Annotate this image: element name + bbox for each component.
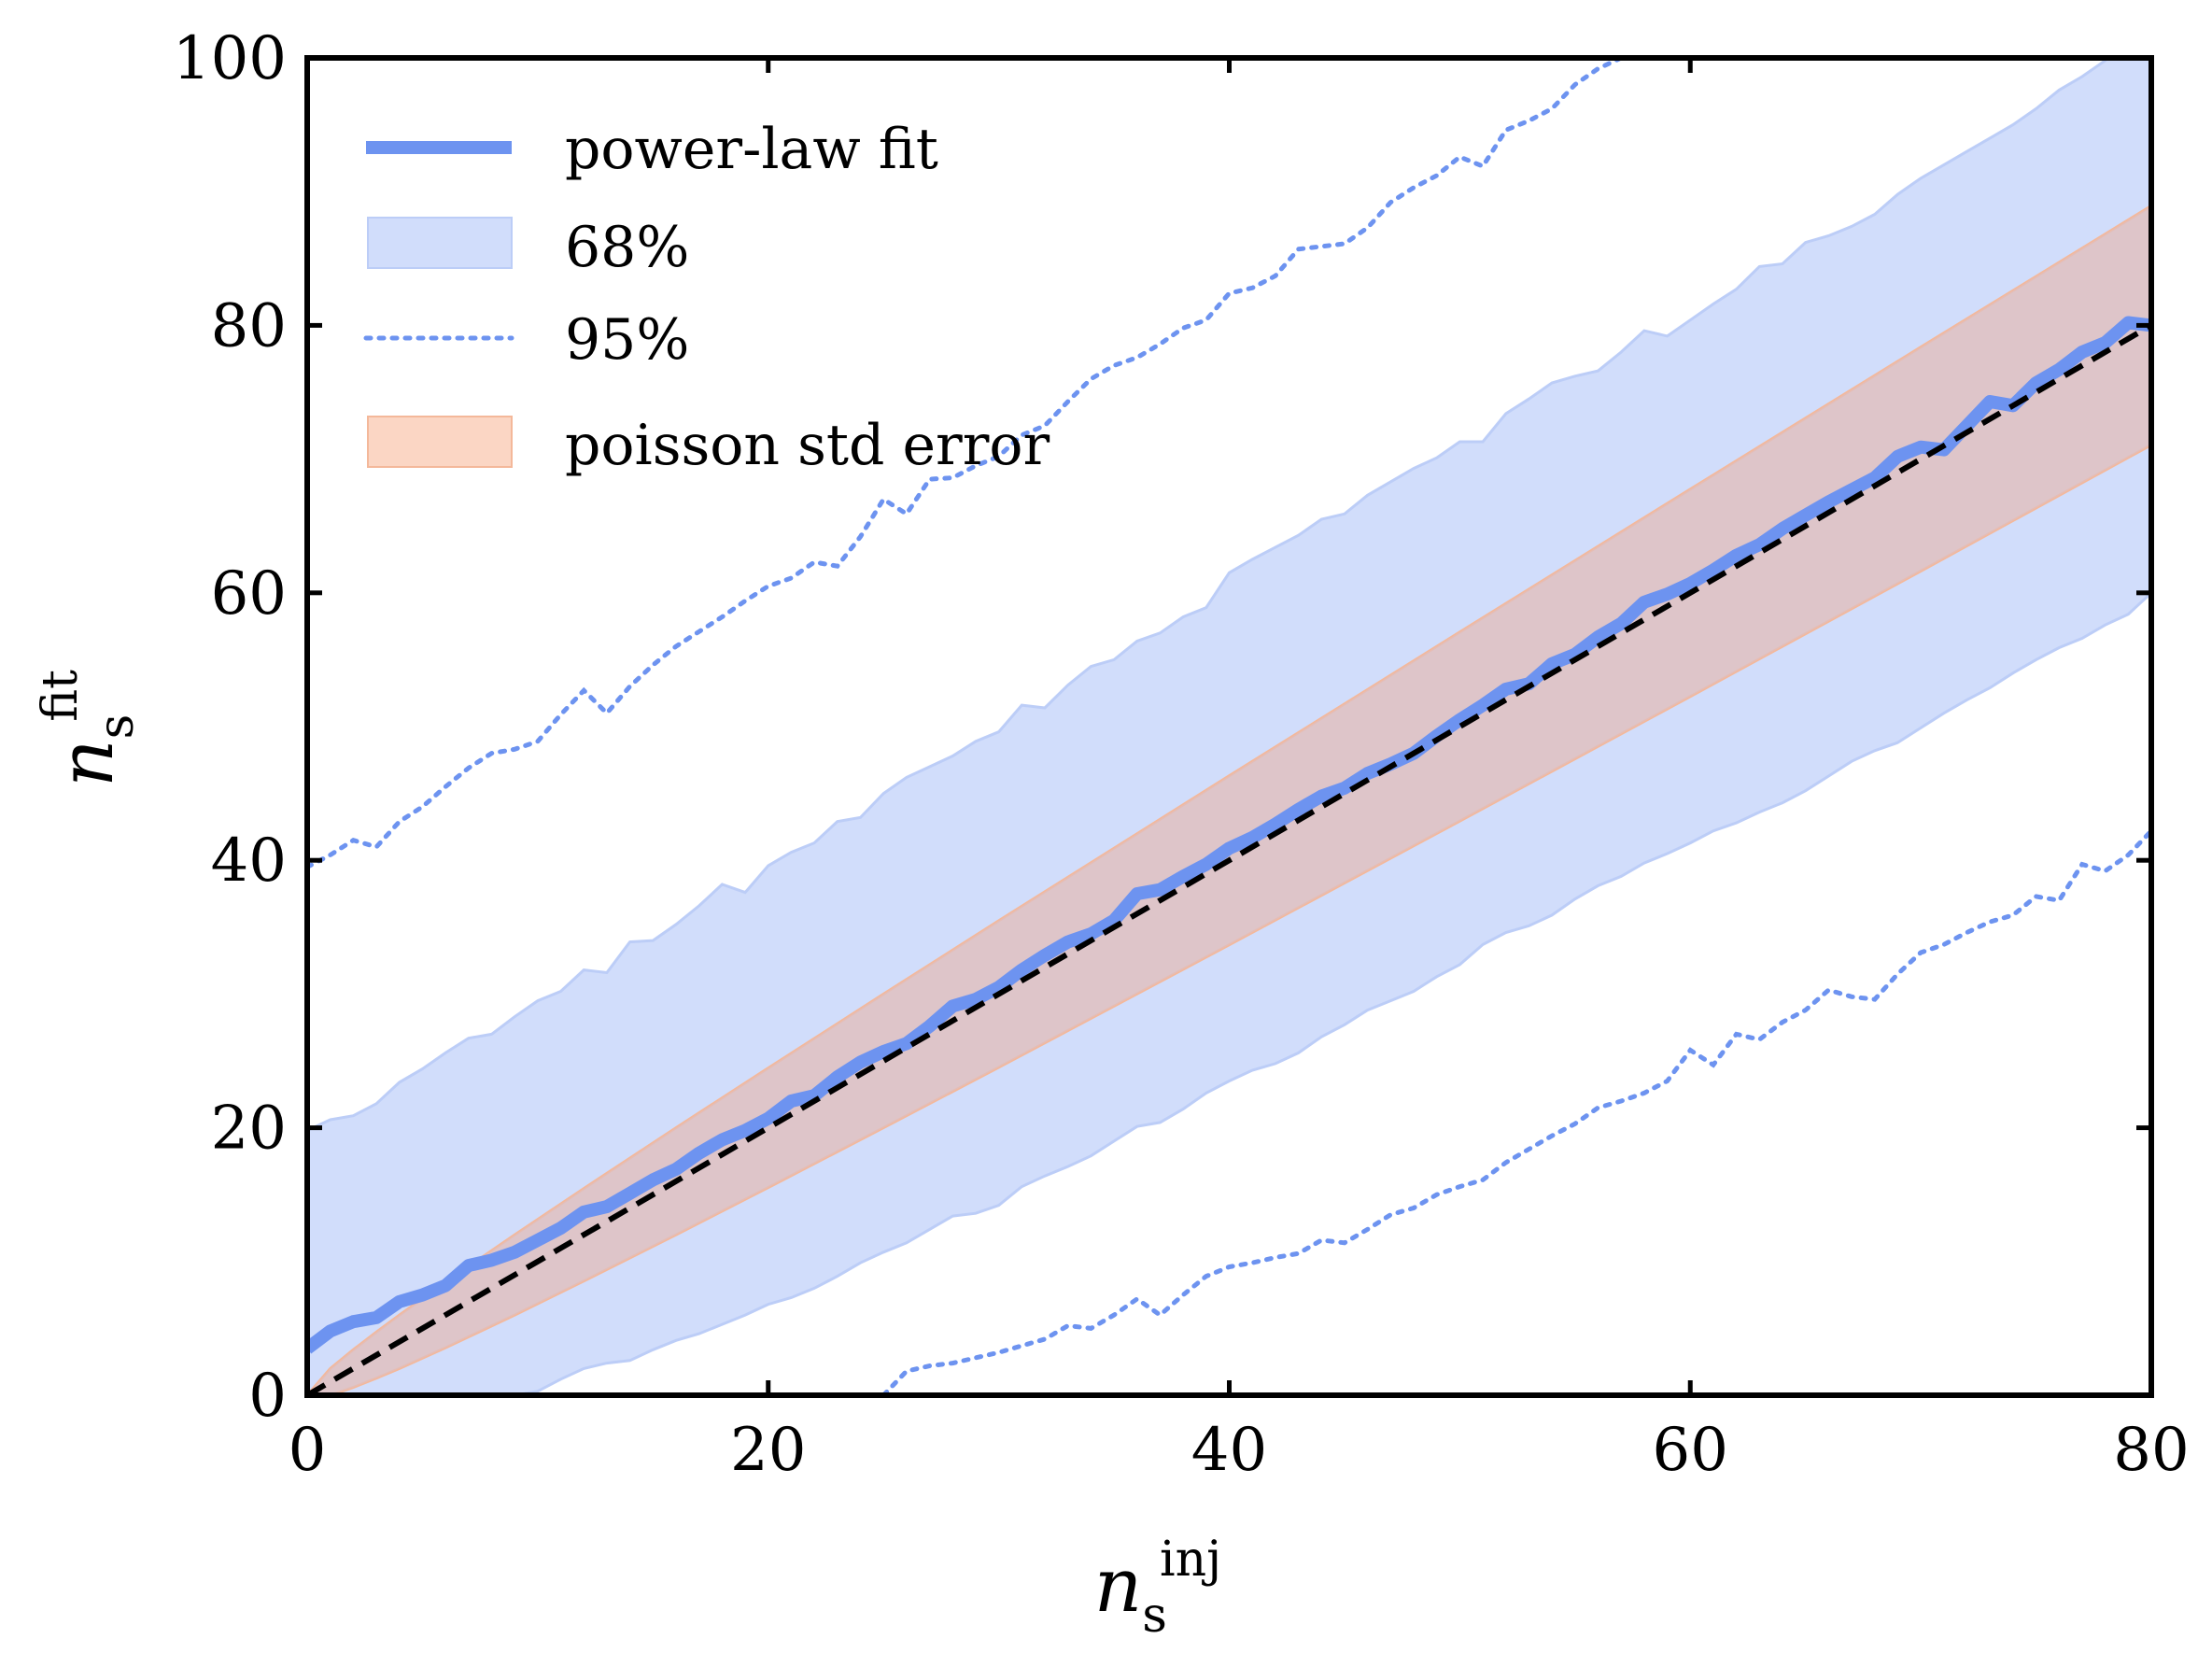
y-axis-label-sub: s: [89, 714, 145, 740]
y-tick-label: 0: [248, 1362, 287, 1431]
x-tick-label: 0: [289, 1416, 327, 1485]
x-axis-label: nsinj: [1094, 1532, 1221, 1644]
x-tick-label: 60: [1653, 1416, 1728, 1485]
x-tick-label: 80: [2113, 1416, 2189, 1485]
legend-label-poisson: poisson std error: [565, 413, 1050, 478]
band-95-upper-line: [307, 58, 1627, 869]
y-axis-label-sup: fit: [33, 670, 89, 722]
y-tick-label: 60: [211, 559, 287, 629]
power-law-fit-line: [307, 316, 2151, 1354]
plot-area: [304, 55, 2154, 1398]
x-axis-label-sup: inj: [1160, 1532, 1221, 1588]
legend-label-95: 95%: [565, 307, 689, 373]
legend: power-law fit 68% 95% poisson std error: [363, 117, 1050, 478]
poisson-band-overlap-area: [307, 205, 2151, 1395]
y-tick-label: 80: [211, 291, 287, 360]
y-tick-label: 100: [173, 24, 287, 93]
x-tick-label: 40: [1191, 1416, 1267, 1485]
x-tick-label: 20: [730, 1416, 806, 1485]
band-68-area: [307, 58, 2151, 1395]
legend-swatch-68: [367, 217, 513, 269]
y-axis-label: nsfit: [33, 670, 145, 787]
y-axis: 0 20 40 60 80 100: [173, 24, 2151, 1431]
y-tick-label: 20: [211, 1095, 287, 1164]
x-axis-label-sub: s: [1142, 1588, 1167, 1644]
identity-dashed-line: [307, 322, 2151, 1395]
legend-label-fit: power-law fit: [565, 117, 938, 182]
band-95-lower-line: [881, 828, 2151, 1395]
y-axis-label-base: n: [43, 739, 130, 787]
legend-label-68: 68%: [565, 215, 689, 280]
x-axis: 0 20 40 60 80: [289, 58, 2190, 1485]
legend-swatch-poisson: [367, 416, 513, 468]
x-axis-label-base: n: [1094, 1542, 1143, 1629]
y-tick-label: 40: [211, 826, 287, 896]
